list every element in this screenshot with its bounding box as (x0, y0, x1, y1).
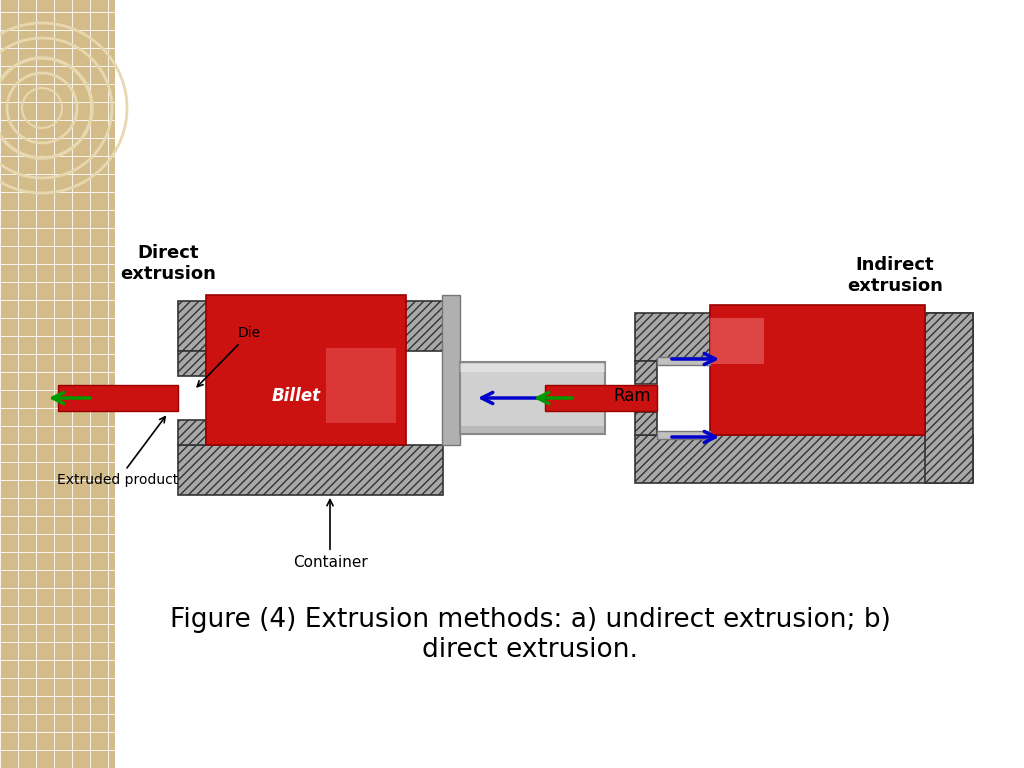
Text: direct extrusion.: direct extrusion. (422, 637, 638, 663)
Bar (545, 385, 657, 411)
Bar (635, 361, 657, 384)
Text: Direct
extrusion: Direct extrusion (120, 244, 216, 283)
Bar (178, 445, 443, 495)
Bar (442, 295, 460, 445)
Bar (710, 318, 764, 363)
Bar (460, 364, 605, 372)
Bar (58, 385, 178, 411)
Bar (925, 313, 973, 483)
Bar (178, 351, 206, 376)
Bar (326, 347, 396, 422)
Text: Die: Die (198, 326, 261, 386)
Text: Ram: Ram (613, 387, 650, 405)
Text: Indirect
extrusion: Indirect extrusion (847, 257, 943, 295)
Bar (115, 0, 1024, 768)
Text: Figure (4) Extrusion methods: a) undirect extrusion; b): Figure (4) Extrusion methods: a) undirec… (170, 607, 891, 633)
Bar (635, 412, 657, 435)
Bar (0, 0, 115, 768)
Text: Container: Container (293, 500, 368, 570)
Bar (178, 301, 443, 351)
Bar (710, 305, 925, 435)
Bar (206, 295, 406, 445)
Bar (635, 313, 973, 361)
Text: Extruded product: Extruded product (57, 417, 178, 487)
Bar (657, 431, 710, 439)
Bar (460, 362, 605, 434)
Bar (460, 426, 605, 434)
Bar (657, 357, 710, 365)
Text: Billet: Billet (271, 387, 321, 405)
Bar (178, 420, 206, 445)
Bar (635, 435, 973, 483)
